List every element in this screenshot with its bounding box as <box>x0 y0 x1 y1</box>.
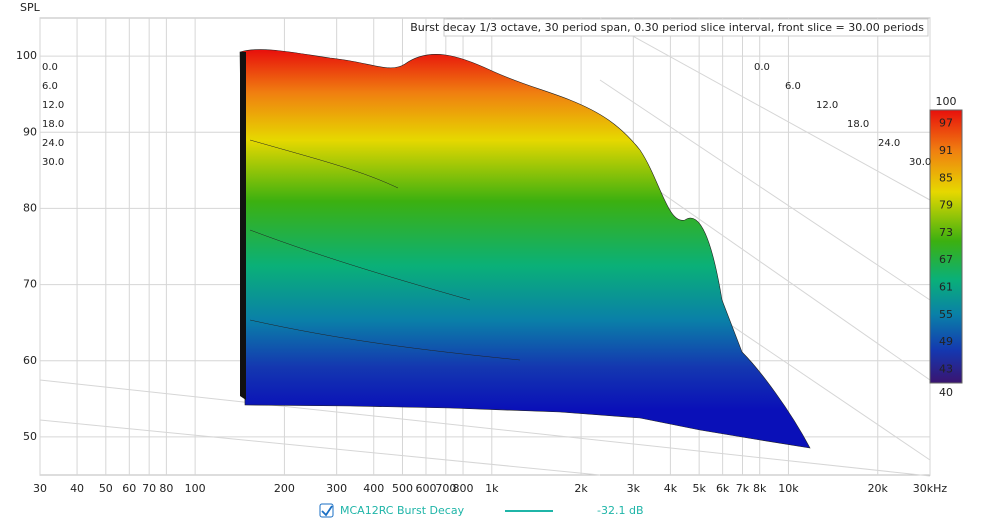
colorbar-tick-label: 85 <box>939 171 953 184</box>
x-tick-label: 80 <box>159 482 173 495</box>
colorbar-tick-label: 55 <box>939 308 953 321</box>
colorbar-tick-label: 97 <box>939 117 953 130</box>
decay-surface <box>239 49 811 449</box>
colorbar-tick-label: 79 <box>939 199 953 212</box>
colorbar-min: 40 <box>939 386 953 399</box>
x-tick-label: 5k <box>692 482 706 495</box>
check-icon <box>321 505 333 517</box>
x-tick-label: 7k <box>736 482 750 495</box>
x-tick-label: 50 <box>99 482 113 495</box>
z-tick-label: 6.0 <box>785 81 801 92</box>
x-tick-label: 3k <box>627 482 641 495</box>
x-tick-label: 30kHz <box>913 482 948 495</box>
colorbar-max: 100 <box>936 95 957 108</box>
legend-checkbox[interactable] <box>319 503 334 518</box>
y-tick-label: 70 <box>23 278 37 291</box>
legend-name: MCA12RC Burst Decay <box>340 504 465 517</box>
x-tick-label: 600 <box>415 482 436 495</box>
x-tick-label: 1k <box>485 482 499 495</box>
x-tick-label: 10k <box>778 482 799 495</box>
y-tick-label: 50 <box>23 430 37 443</box>
z-tick-label: 6.0 <box>42 81 58 92</box>
y-tick-label: 90 <box>23 125 37 138</box>
chart-title: Burst decay 1/3 octave, 30 period span, … <box>410 21 924 34</box>
x-tick-label: 800 <box>453 482 474 495</box>
x-tick-label: 70 <box>142 482 156 495</box>
x-tick-label: 700 <box>435 482 456 495</box>
surface-edge <box>240 52 246 400</box>
title-box <box>443 18 929 37</box>
x-tick-label: 30 <box>33 482 47 495</box>
x-tick-label: 200 <box>274 482 295 495</box>
x-tick-label: 4k <box>664 482 678 495</box>
y-tick-label: 60 <box>23 354 37 367</box>
z-tick-label: 24.0 <box>878 138 900 149</box>
x-tick-label: 100 <box>185 482 206 495</box>
y-tick-label: 80 <box>23 201 37 214</box>
colorbar-tick-label: 67 <box>939 253 953 266</box>
x-tick-label: 8k <box>753 482 767 495</box>
colorbar-tick-label: 43 <box>939 362 953 375</box>
colorbar-tick-label: 49 <box>939 335 953 348</box>
x-tick-label: 500 <box>392 482 413 495</box>
z-tick-label: 24.0 <box>42 138 64 149</box>
x-tick-label: 40 <box>70 482 84 495</box>
legend-level: -32.1 dB <box>597 504 644 517</box>
z-tick-label: 12.0 <box>42 100 64 111</box>
z-tick-label: 12.0 <box>816 100 838 111</box>
z-tick-label: 30.0 <box>909 157 931 168</box>
x-tick-label: 300 <box>326 482 347 495</box>
x-tick-label: 2k <box>574 482 588 495</box>
z-tick-label: 18.0 <box>847 119 869 130</box>
perspective-lines <box>39 17 931 477</box>
y-tick-label: 100 <box>16 49 37 62</box>
x-tick-label: 400 <box>363 482 384 495</box>
colorbar-tick-label: 91 <box>939 144 953 157</box>
colorbar-tick-label: 61 <box>939 280 953 293</box>
z-tick-label: 18.0 <box>42 119 64 130</box>
z-tick-label: 0.0 <box>754 62 770 73</box>
colorbar-tick-label: 73 <box>939 226 953 239</box>
z-tick-label: 30.0 <box>42 157 64 168</box>
x-tick-label: 60 <box>122 482 136 495</box>
color-bar <box>929 109 963 384</box>
x-tick-label: 6k <box>716 482 730 495</box>
y-axis-label: SPL <box>20 1 41 14</box>
slice-lines <box>249 139 521 361</box>
z-tick-label: 0.0 <box>42 62 58 73</box>
x-tick-label: 20k <box>868 482 889 495</box>
